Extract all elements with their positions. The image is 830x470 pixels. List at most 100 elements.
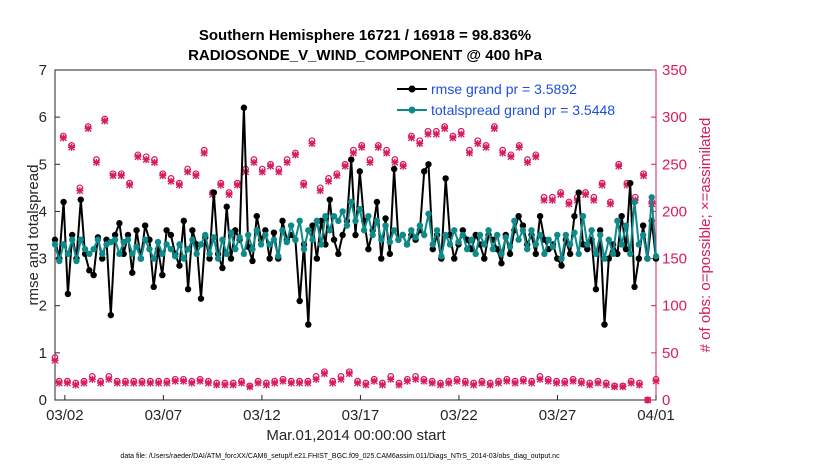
spread-point [240,250,248,258]
spread-point [236,234,243,241]
x-tick-label: 03/17 [342,407,380,424]
spread-point [519,227,527,234]
data-file-footer: data file: /Users/raeder/DAI/ATM_forcXX/… [120,453,560,460]
spread-point [56,257,63,265]
spread-point [68,236,76,243]
obs-assimilated-marker [105,375,113,383]
rmse-point [249,257,256,265]
spread-point [596,231,604,239]
obs-assimilated-marker [441,124,449,132]
obs-assimilated-marker [250,158,258,166]
obs-assimilated-marker [399,162,407,170]
obs-assimilated-marker [445,379,453,387]
rmse-point [519,222,527,229]
spread-point [592,250,600,258]
spread-point [352,217,359,225]
obs-assimilated-marker [615,162,623,170]
rmse-point [150,283,157,291]
x-tick-label: 03/27 [539,407,577,424]
obs-assimilated-marker [532,153,540,161]
y-right-tick-label: 100 [662,298,687,315]
spread-point [579,212,587,220]
rmse-point [206,255,213,262]
rmse-point [167,231,175,239]
spread-point [86,250,93,258]
obs-assimilated-marker [51,356,59,364]
spread-point [154,238,162,246]
spread-point [232,245,239,253]
y-right-tick-label: 50 [662,345,679,362]
rmse-point [262,227,269,234]
spread-point [605,236,612,243]
obs-assimilated-marker [507,153,515,161]
spread-point [244,231,252,239]
spread-point [73,257,80,265]
spread-point [335,217,342,225]
spread-point [81,245,89,253]
obs-assimilated-marker [594,379,602,387]
rmse-point [124,231,132,239]
obs-assimilated-marker [503,377,511,385]
y-left-tick-label: 5 [39,156,47,173]
obs-assimilated-marker [474,140,482,148]
spread-point [382,222,389,229]
spread-point [317,241,325,248]
obs-assimilated-marker [109,172,117,180]
obs-assimilated-marker [329,379,337,387]
rmse-point [596,227,604,234]
obs-assimilated-marker [453,377,461,385]
obs-assimilated-marker [283,158,291,166]
spread-point [180,255,187,262]
rmse-point [386,250,394,258]
obs-assimilated-marker [196,377,204,385]
obs-assimilated-marker [163,379,171,387]
rmse-point [429,245,436,253]
obs-assimilated-marker [349,149,357,157]
spread-point [116,250,123,258]
obs-assimilated-marker [586,381,594,389]
rmse-point [86,267,93,274]
spread-point [249,245,256,253]
obs-assimilated-marker [213,381,221,389]
y-left-tick-label: 1 [39,345,47,362]
obs-assimilated-marker [68,143,76,151]
spread-point [141,236,149,243]
spread-point [176,241,183,248]
rmse-point [77,196,84,203]
obs-assimilated-marker [308,140,316,148]
obs-assimilated-marker [55,379,63,387]
spread-point [146,245,153,253]
obs-assimilated-marker [275,168,283,176]
rmse-point [68,231,76,239]
rmse-point [219,264,226,272]
obs-assimilated-marker [519,377,527,385]
rmse-point [622,245,630,253]
y-right-tick-label: 250 [662,156,687,173]
spread-point [133,243,140,250]
rmse-point [159,271,166,279]
spread-point [468,236,475,243]
spread-point [197,241,205,248]
chart-title-line2: RADIOSONDE_V_WIND_COMPONENT @ 400 hPa [188,47,543,64]
spread-point [189,236,196,243]
spread-point [129,250,136,258]
spread-point [485,227,492,234]
rmse-point [498,260,505,267]
legend-box [393,76,651,122]
spread-point [399,231,406,239]
spread-point [571,229,578,236]
spread-point [365,212,372,220]
y-left-tick-label: 2 [39,298,47,315]
obs-assimilated-marker [142,156,150,164]
rmse-point [382,215,389,222]
rmse-point [631,283,638,291]
spread-point [296,217,303,225]
rmse-point [584,245,591,253]
obs-count-markers [51,115,660,404]
spread-point [502,234,509,241]
obs-assimilated-marker [565,200,573,208]
y-left-tick-label: 7 [39,62,47,79]
spread-point [137,255,145,262]
spread-point [511,217,518,225]
obs-assimilated-marker [267,162,275,170]
